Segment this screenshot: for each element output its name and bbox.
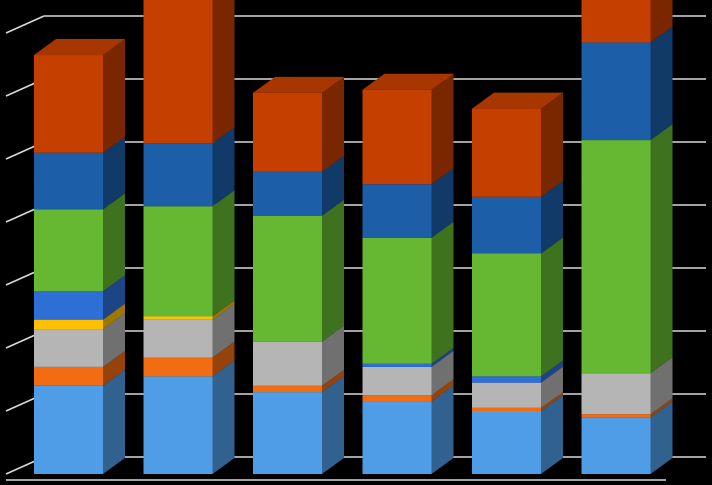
- bar-segment: [581, 0, 651, 43]
- bar-segment-side: [103, 369, 125, 474]
- bar-stack: [143, 0, 235, 474]
- gridline-side: [5, 15, 45, 34]
- bar-segment-side: [650, 0, 673, 43]
- bar-segment-side: [541, 366, 563, 408]
- bar-segment: [472, 407, 541, 411]
- bar-segment: [362, 237, 432, 364]
- bar-segment: [253, 385, 322, 393]
- bar-segment: [143, 357, 213, 377]
- bar-segment: [143, 316, 213, 320]
- bar-segment: [253, 341, 322, 386]
- bar-segment: [362, 395, 432, 402]
- bar-segment: [34, 319, 103, 330]
- bar-segment: [34, 209, 103, 292]
- bar-segment: [34, 329, 103, 367]
- bar-segment-side: [541, 92, 563, 197]
- bar-segment: [143, 319, 213, 358]
- bar-segment-side: [431, 221, 454, 364]
- bar-segment: [362, 366, 432, 396]
- bar-segment: [362, 89, 432, 185]
- bar-top-cap: [362, 73, 454, 90]
- bar-segment: [472, 108, 541, 197]
- bar-segment-side: [650, 398, 673, 418]
- bar-segment: [34, 291, 103, 320]
- bar-segment-side: [103, 136, 125, 210]
- bar-segment-side: [212, 127, 235, 207]
- bar-segment: [581, 417, 651, 474]
- bar-segment-side: [541, 391, 563, 411]
- bar-segment: [143, 376, 213, 474]
- bar-segment: [472, 382, 541, 408]
- bar-stack: [362, 73, 454, 474]
- bar-segment-side: [322, 76, 344, 172]
- bar-segment: [472, 411, 541, 474]
- bar-segment-side: [431, 385, 454, 474]
- bar-segment-side: [103, 275, 125, 320]
- bar-segment-side: [650, 124, 673, 374]
- bar-segment-side: [103, 350, 125, 386]
- bar-segment-side: [650, 401, 673, 474]
- bar-segment: [34, 385, 103, 474]
- bar-segment: [253, 392, 322, 474]
- bar-segment: [362, 363, 432, 367]
- bar-segment-side: [103, 303, 125, 330]
- bar-segment-side: [322, 369, 344, 393]
- bar-segment-side: [650, 26, 673, 141]
- bar-segment: [362, 401, 432, 474]
- bar-segment: [581, 373, 651, 415]
- bar-segment: [472, 196, 541, 254]
- bar-segment-side: [541, 180, 563, 254]
- bar-top-cap: [34, 39, 125, 56]
- bar-segment-side: [541, 237, 563, 377]
- bar-segment-side: [431, 350, 454, 396]
- bar-segment: [472, 253, 541, 377]
- bar-segment-side: [541, 395, 563, 474]
- bar-segment: [362, 184, 432, 238]
- bar-segment-side: [431, 347, 454, 367]
- bar-segment-side: [103, 39, 125, 153]
- bar-stack: [472, 92, 563, 474]
- bar-segment: [581, 414, 651, 418]
- bars: [34, 0, 673, 474]
- bar-segment-side: [431, 168, 454, 238]
- bar-segment-side: [322, 376, 344, 474]
- bar-segment: [143, 206, 213, 317]
- bar-segment: [143, 0, 213, 144]
- bar-stack: [253, 76, 344, 474]
- bar-stack: [34, 39, 125, 474]
- bar-segment-side: [212, 190, 235, 317]
- bar-segment-side: [212, 300, 235, 320]
- bar-segment-side: [212, 360, 235, 474]
- bar-segment-side: [431, 73, 454, 185]
- bar-segment: [253, 92, 322, 172]
- bar-segment: [34, 55, 103, 153]
- bar-segment-side: [212, 303, 235, 358]
- bar-stack: [581, 0, 673, 474]
- bar-segment-side: [322, 325, 344, 386]
- bar-segment-side: [212, 0, 235, 144]
- bar-segment: [34, 366, 103, 386]
- bar-segment-side: [103, 313, 125, 367]
- bar-segment-side: [322, 199, 344, 342]
- bar-segment: [253, 171, 322, 216]
- bar-top-cap: [472, 92, 563, 109]
- bar-segment: [472, 376, 541, 383]
- bar-segment: [581, 42, 651, 141]
- bar-segment-side: [650, 357, 673, 415]
- bar-segment: [253, 215, 322, 342]
- bar-segment-side: [541, 360, 563, 383]
- bar-segment: [581, 140, 651, 374]
- bar-segment-side: [322, 155, 344, 216]
- bar-segment-side: [431, 379, 454, 402]
- bar-segment: [34, 152, 103, 210]
- bar-segment-side: [212, 341, 235, 377]
- bar-segment-side: [103, 193, 125, 292]
- bar-segment: [143, 143, 213, 207]
- bar-top-cap: [253, 76, 344, 93]
